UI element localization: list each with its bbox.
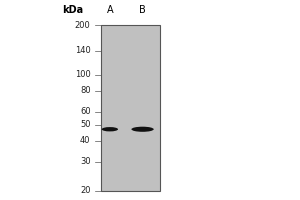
Text: 20: 20 (80, 186, 91, 195)
Text: 200: 200 (75, 21, 91, 30)
Text: 140: 140 (75, 46, 91, 55)
Text: 30: 30 (80, 157, 91, 166)
Ellipse shape (131, 127, 154, 132)
Ellipse shape (102, 127, 118, 131)
Text: 50: 50 (80, 120, 91, 129)
Text: kDa: kDa (62, 5, 83, 15)
Text: 100: 100 (75, 70, 91, 79)
Text: 80: 80 (80, 86, 91, 95)
Text: B: B (139, 5, 146, 15)
FancyBboxPatch shape (101, 25, 160, 191)
Text: 40: 40 (80, 136, 91, 145)
Text: 60: 60 (80, 107, 91, 116)
Text: A: A (106, 5, 113, 15)
